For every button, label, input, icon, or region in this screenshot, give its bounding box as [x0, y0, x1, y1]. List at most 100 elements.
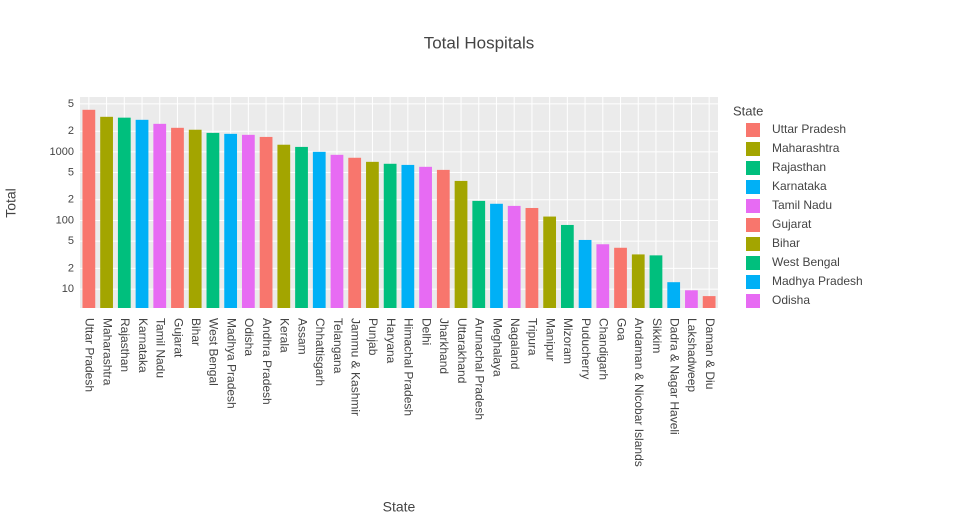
- legend-swatch: [746, 161, 760, 175]
- x-tick-label: Puducherry: [579, 318, 593, 379]
- x-tick-label: Mizoram: [561, 318, 575, 364]
- x-tick-label: Uttar Pradesh: [83, 318, 97, 392]
- bar: [507, 205, 521, 308]
- bar: [436, 169, 450, 308]
- bar: [153, 123, 167, 308]
- x-tick-label: Goa: [614, 318, 628, 341]
- x-tick-label: Jammu & Kashmir: [349, 318, 363, 416]
- bar: [348, 157, 362, 308]
- chart-title: Total Hospitals: [424, 33, 535, 52]
- x-tick-label: Manipur: [543, 318, 557, 361]
- x-tick-label: Haryana: [384, 318, 398, 364]
- x-tick-label: Nagaland: [508, 318, 522, 369]
- bar: [366, 161, 379, 308]
- x-tick-label: Tripura: [526, 318, 540, 356]
- y-tick-label: 2: [68, 125, 74, 137]
- bar: [206, 132, 220, 308]
- bar: [454, 180, 468, 308]
- bar: [117, 117, 131, 308]
- y-tick-label: 5: [68, 235, 74, 247]
- bar: [401, 164, 415, 308]
- bar: [295, 146, 308, 308]
- legend-label: Madhya Pradesh: [772, 274, 863, 288]
- x-tick-label: Karnataka: [136, 318, 150, 373]
- bar: [490, 203, 503, 308]
- x-tick-label: Gujarat: [171, 318, 185, 358]
- bar: [631, 254, 645, 308]
- legend-title: State: [733, 103, 763, 118]
- bar: [525, 207, 539, 308]
- bar: [241, 134, 255, 308]
- x-tick-label: Uttarakhand: [455, 318, 469, 383]
- legend-swatch: [746, 123, 760, 137]
- x-tick-label: Tamil Nadu: [154, 318, 168, 378]
- bar: [649, 255, 663, 308]
- x-axis-title: State: [383, 499, 416, 515]
- bar: [135, 119, 149, 308]
- x-tick-label: Bihar: [189, 318, 203, 346]
- y-tick-label: 1000: [50, 146, 74, 158]
- bar: [330, 154, 344, 308]
- x-tick-label: Delhi: [419, 318, 433, 345]
- bar: [578, 239, 592, 308]
- legend-swatch: [746, 275, 760, 289]
- bar: [685, 290, 698, 308]
- x-tick-label: Lakshadweep: [685, 318, 699, 392]
- legend-label: Bihar: [772, 236, 800, 250]
- y-tick-label: 5: [68, 98, 74, 110]
- legend-label: Maharashtra: [772, 141, 840, 155]
- bar: [312, 151, 326, 308]
- y-tick-label: 5: [68, 166, 74, 178]
- bar: [472, 200, 486, 308]
- x-tick-label: Punjab: [366, 318, 380, 356]
- y-axis-title: Total: [3, 188, 19, 218]
- x-tick-label: Chandigarh: [597, 318, 611, 380]
- bar: [82, 109, 96, 308]
- legend-label: Rajasthan: [772, 160, 826, 174]
- bar: [383, 163, 397, 308]
- legend-swatch: [746, 256, 760, 270]
- x-tick-label: Assam: [295, 318, 309, 355]
- bar: [188, 129, 202, 308]
- legend-swatch: [746, 199, 760, 213]
- x-tick-label: West Bengal: [207, 318, 221, 386]
- bar: [596, 244, 610, 308]
- plot-background: [80, 97, 718, 308]
- bar: [419, 166, 432, 308]
- x-tick-label: Rajasthan: [118, 318, 132, 372]
- bar: [614, 247, 627, 308]
- x-tick-label: Kerala: [278, 318, 292, 353]
- bar: [667, 282, 681, 308]
- x-tick-label: Chhattisgarh: [313, 318, 327, 386]
- legend-swatch: [746, 142, 760, 156]
- bar: [702, 296, 716, 308]
- x-tick-label: Andhra Pradesh: [260, 318, 274, 405]
- legend-label: Karnataka: [772, 179, 827, 193]
- y-tick-label: 100: [56, 214, 74, 226]
- y-tick-label: 2: [68, 262, 74, 274]
- x-tick-label: Sikkim: [650, 318, 664, 353]
- bar: [100, 116, 113, 308]
- legend-label: Tamil Nadu: [772, 198, 832, 212]
- x-tick-label: Odisha: [242, 318, 256, 356]
- legend-swatch: [746, 180, 760, 194]
- x-tick-label: Dadra & Nagar Haveli: [668, 318, 682, 435]
- legend-swatch: [746, 294, 760, 308]
- bar: [560, 224, 574, 308]
- x-tick-label: Daman & Diu: [703, 318, 717, 389]
- bar: [224, 133, 238, 308]
- legend-label: Gujarat: [772, 217, 812, 231]
- x-tick-label: Jharkhand: [437, 318, 451, 374]
- y-tick-label: 2: [68, 194, 74, 206]
- bar: [277, 144, 291, 308]
- legend-label: West Bengal: [772, 255, 840, 269]
- x-tick-label: Andaman & Nicobar Islands: [632, 318, 646, 467]
- legend-label: Odisha: [772, 293, 810, 307]
- bar: [543, 216, 557, 308]
- y-tick-label: 10: [62, 283, 74, 295]
- x-tick-label: Maharashtra: [100, 318, 114, 386]
- x-tick-label: Himachal Pradesh: [402, 318, 416, 416]
- bar: [259, 136, 273, 308]
- x-tick-label: Meghalaya: [490, 318, 504, 377]
